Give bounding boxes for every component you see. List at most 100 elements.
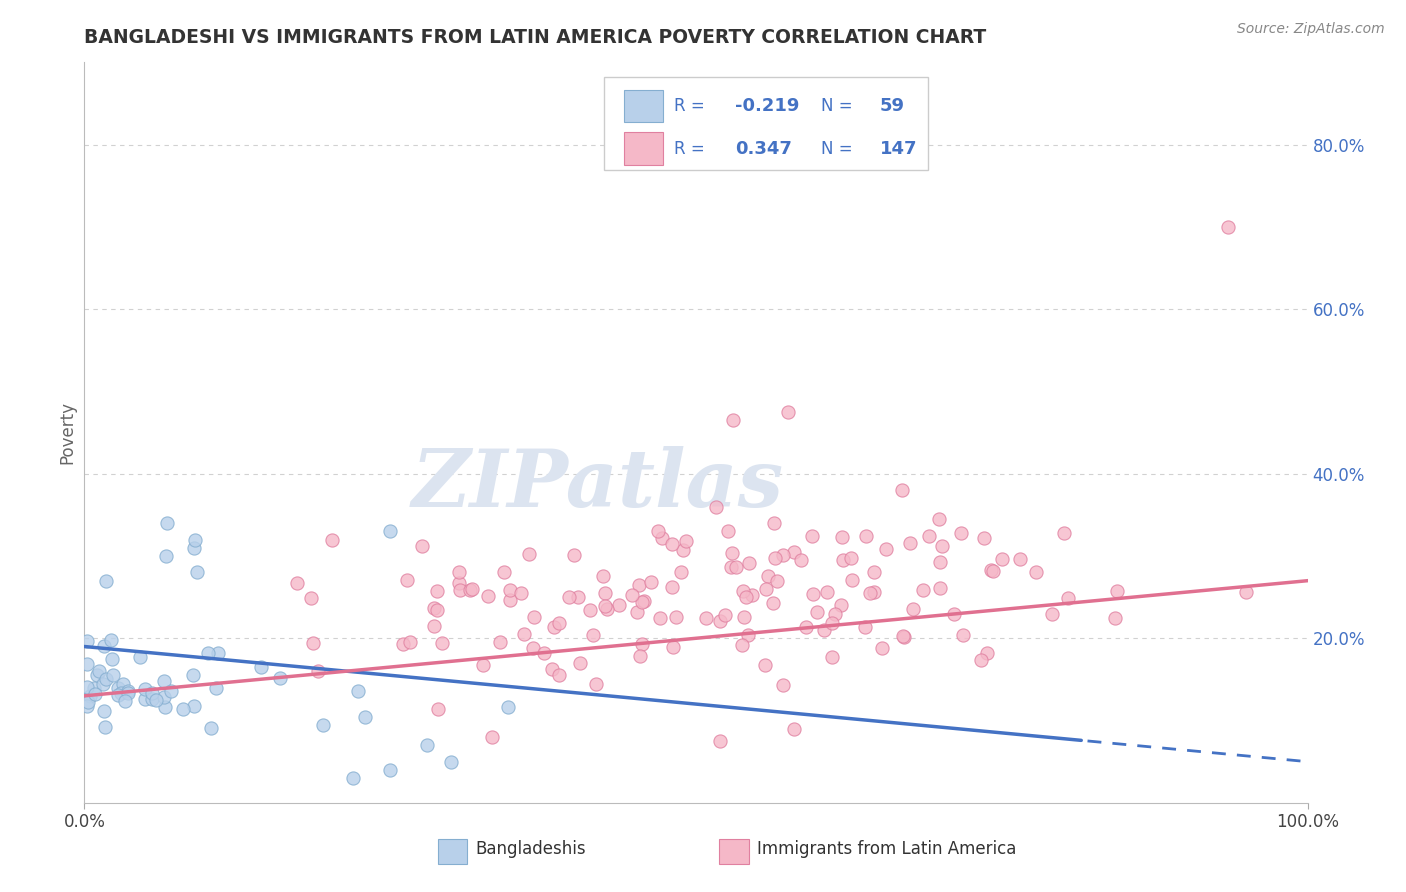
Point xyxy=(205,681,228,695)
Point xyxy=(481,730,503,744)
Point xyxy=(447,565,470,579)
Text: -0.219: -0.219 xyxy=(735,97,800,115)
Point xyxy=(77,695,100,709)
Point xyxy=(633,594,655,608)
Point xyxy=(426,702,449,716)
Point xyxy=(134,681,156,696)
Point xyxy=(93,639,115,653)
Point xyxy=(513,627,536,641)
Point xyxy=(156,516,179,530)
Point xyxy=(380,524,402,539)
FancyBboxPatch shape xyxy=(720,839,748,864)
Point xyxy=(110,686,132,700)
Point xyxy=(432,636,454,650)
Point xyxy=(311,718,333,732)
Point xyxy=(477,590,499,604)
Text: 147: 147 xyxy=(880,139,917,158)
Point xyxy=(581,628,603,642)
Point xyxy=(592,569,614,583)
Point xyxy=(709,734,731,748)
Point xyxy=(859,586,882,600)
Point xyxy=(754,582,776,597)
Point xyxy=(101,668,124,682)
Point xyxy=(86,668,108,682)
Point xyxy=(153,690,176,704)
Point xyxy=(76,699,98,714)
Point xyxy=(853,620,876,634)
Point xyxy=(929,581,952,595)
Point xyxy=(250,660,273,674)
Point xyxy=(870,640,893,655)
Point xyxy=(1107,584,1129,599)
Point xyxy=(181,668,204,682)
Point xyxy=(990,552,1012,566)
Point xyxy=(1216,219,1239,234)
Point xyxy=(183,698,205,713)
Point xyxy=(890,483,912,498)
Point xyxy=(893,630,915,644)
Point xyxy=(160,683,183,698)
Point xyxy=(672,543,695,558)
Point xyxy=(87,664,110,678)
Point xyxy=(449,575,471,590)
Point xyxy=(593,599,616,614)
Point xyxy=(416,738,439,752)
Point xyxy=(342,771,364,785)
Point xyxy=(628,648,651,663)
Point xyxy=(347,683,370,698)
Point xyxy=(790,553,813,567)
Point xyxy=(117,684,139,698)
Point xyxy=(129,650,152,665)
Point xyxy=(763,516,786,530)
Point xyxy=(918,529,941,543)
Text: 0.347: 0.347 xyxy=(735,139,792,158)
Point xyxy=(675,534,697,549)
Point xyxy=(496,699,519,714)
Point xyxy=(145,693,167,707)
Point xyxy=(863,585,886,599)
Point xyxy=(776,405,799,419)
Point xyxy=(831,553,853,567)
Point xyxy=(184,533,207,547)
Point xyxy=(620,587,643,601)
Point xyxy=(488,635,510,649)
FancyBboxPatch shape xyxy=(437,839,467,864)
Point xyxy=(648,611,671,625)
Point xyxy=(84,687,107,701)
Point xyxy=(426,603,449,617)
Point xyxy=(794,620,817,634)
Point xyxy=(183,541,205,555)
Point xyxy=(458,583,481,598)
Point xyxy=(821,650,844,665)
Point xyxy=(717,524,740,538)
Point xyxy=(783,722,806,736)
Point xyxy=(568,656,591,670)
Point xyxy=(815,585,838,599)
Point xyxy=(200,721,222,735)
Point xyxy=(647,524,669,538)
Point xyxy=(607,598,630,612)
Point xyxy=(721,413,744,427)
Text: N =: N = xyxy=(821,139,852,158)
Point xyxy=(704,500,727,514)
Point xyxy=(112,677,135,691)
Point xyxy=(1104,610,1126,624)
FancyBboxPatch shape xyxy=(605,78,928,169)
Point xyxy=(533,647,555,661)
Point xyxy=(426,584,449,599)
Point xyxy=(100,652,122,666)
Point xyxy=(307,665,329,679)
Point xyxy=(855,529,877,543)
Point xyxy=(733,609,755,624)
Point xyxy=(901,602,924,616)
Point xyxy=(661,580,683,594)
Point xyxy=(593,586,616,600)
Point xyxy=(765,574,787,589)
Point xyxy=(713,607,735,622)
Point xyxy=(93,705,115,719)
Point xyxy=(380,763,402,777)
Point xyxy=(891,629,914,643)
Point xyxy=(813,623,835,637)
Point xyxy=(709,614,731,628)
Point xyxy=(299,591,322,605)
